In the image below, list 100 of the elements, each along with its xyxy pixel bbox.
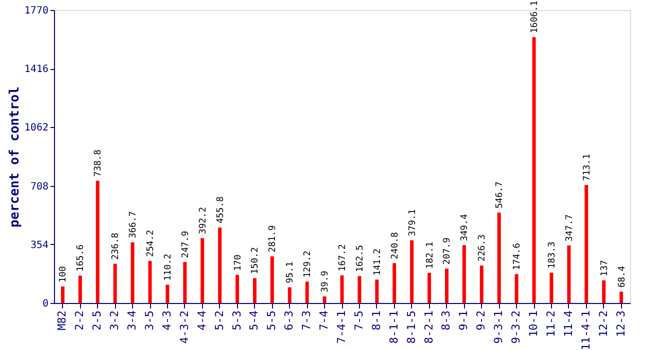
data-label: 1606.1 [530,0,540,34]
bar [130,242,134,303]
bar [96,180,100,303]
bar [113,264,117,303]
x-tick-label: 5-4 [248,310,261,330]
data-label: 68.4 [617,266,628,288]
bar [410,240,414,303]
data-label: 182.1 [425,242,436,269]
x-tick-label: 5-3 [230,310,244,330]
x-tick-label: 2-2 [73,310,86,330]
x-tick-label: 3-4 [126,310,139,330]
y-tick-label: 1416 [24,64,48,76]
x-tick-label: 5-5 [265,310,278,330]
bar [218,228,222,303]
data-label: 183.3 [547,242,558,269]
x-tick-label: 4-3-2 [178,310,191,344]
bar [497,212,501,303]
bar [392,263,396,303]
data-label: 129.2 [303,250,314,278]
x-tick-label: 7-5 [352,310,366,330]
data-label: 738.8 [94,150,104,177]
data-label: 110.2 [163,254,174,281]
x-tick-label: M82 [56,310,69,330]
bar [305,282,309,303]
data-label: 247.9 [180,230,191,258]
bar [78,276,82,303]
data-label: 455.8 [216,196,226,224]
data-label: 137 [600,260,610,276]
x-tick-label: 9-3-1 [492,310,506,344]
data-label: 366.7 [128,211,139,238]
bar [252,278,256,303]
x-tick-label: 11-4 [562,310,575,337]
x-tick-label: 4-3 [160,310,174,330]
bar [584,184,588,303]
x-tick-label: 9-2 [474,310,488,330]
bar [514,274,518,303]
x-tick-label: 3-2 [108,310,122,330]
x-tick-label: 9-3-2 [510,310,523,344]
data-label: 170 [233,254,244,271]
x-tick-label: 2-5 [90,310,104,330]
bar [480,266,484,303]
bar [567,245,571,303]
bar [322,296,326,303]
bar [550,272,554,303]
data-label: 240.8 [390,232,400,260]
bar [444,268,448,303]
x-tick-label: 10-1 [527,310,540,337]
bar [375,280,379,303]
y-tick-label: 1770 [24,6,48,16]
bar [358,276,362,303]
data-label: 349.4 [460,214,470,242]
y-tick-label: 1062 [24,122,48,134]
data-label: 347.7 [564,214,575,242]
data-label: 281.9 [268,225,278,252]
data-label: 546.7 [495,181,506,208]
x-tick-label: 7-4-1 [335,310,348,344]
y-axis-title: percent of control [7,86,22,228]
x-tick-label: 5-2 [212,310,226,330]
data-label: 150.2 [250,247,261,274]
data-label: 162.5 [355,245,366,272]
bar [166,284,170,303]
x-tick-label: 8-1 [370,310,383,330]
data-label: 254.2 [146,230,156,257]
data-label: 207.9 [442,237,453,265]
x-tick-label: 11-2 [544,310,558,337]
y-tick-label: 354 [30,240,48,251]
data-label: 236.8 [111,232,122,260]
data-label: 226.3 [478,234,488,262]
data-label: 165.6 [76,244,86,272]
data-label: 174.6 [512,243,523,270]
x-tick-label: 8-1-1 [387,310,400,344]
x-tick-label: 7-3 [300,310,314,330]
bar [60,286,64,303]
data-label: 713.1 [582,154,592,181]
bar [236,274,240,303]
x-tick-label: 6-3 [282,310,296,330]
x-tick-label: 8-3 [440,310,453,330]
data-label: 100 [58,266,69,282]
x-tick-label: 11-4-1 [579,310,592,350]
x-tick-label: 8-1-5 [404,310,418,344]
x-tick-label: 9-1 [457,310,470,330]
x-tick-label: 4-4 [195,310,208,330]
bar [620,292,624,303]
x-tick-label: 12-3 [614,310,628,337]
bar [462,245,466,303]
y-tick-label: 708 [30,181,48,192]
data-label: 392.2 [198,206,208,234]
data-label: 167.2 [338,244,348,272]
bar [270,256,274,303]
bar [602,280,606,303]
x-tick-label: 3-5 [143,310,156,330]
data-label: 379.1 [408,209,418,236]
x-tick-label: 12-2 [596,310,610,337]
bar [200,238,204,303]
x-tick-label: 8-2-1 [422,310,436,344]
bar [183,262,187,303]
x-tick-label: 7-4 [318,310,331,330]
data-label: 39.9 [320,270,331,292]
data-label: 95.1 [286,262,296,284]
bar [428,272,432,303]
